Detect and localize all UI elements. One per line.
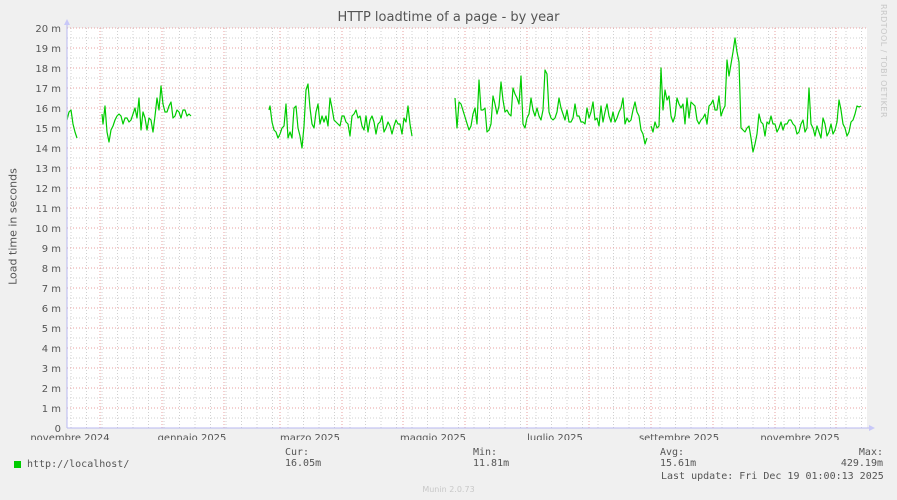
legend-avg: Avg: 15.61m xyxy=(660,447,696,469)
minor-grid xyxy=(67,28,867,428)
legend-series-label: http://localhost/ xyxy=(27,459,130,470)
y-tick-label: 5 m xyxy=(42,324,61,335)
avg-label: Avg: xyxy=(660,447,685,458)
y-tick-label: 4 m xyxy=(42,344,61,355)
series-segment xyxy=(268,83,413,149)
min-label: Min: xyxy=(473,447,498,458)
legend-max: Max: 429.19m xyxy=(841,447,883,469)
y-tick-label: 19 m xyxy=(35,44,61,55)
series-line-localhost xyxy=(66,37,862,153)
munin-version: Munin 2.0.73 xyxy=(422,485,475,494)
legend-cur: Cur: 16.05m xyxy=(285,447,321,469)
cur-label: Cur: xyxy=(285,447,310,458)
x-tick-label: settembre 2025 xyxy=(639,433,719,440)
series-segment xyxy=(650,37,862,153)
x-axis-ticks: novembre 2024 gennaio 2025 marzo 2025 maggi… xyxy=(30,433,839,440)
legend-series: http://localhost/ xyxy=(14,459,129,470)
y-tick-label: 9 m xyxy=(42,244,61,255)
y-tick-label: 7 m xyxy=(42,284,61,295)
y-tick-label: 20 m xyxy=(35,24,61,35)
x-tick-label: maggio 2025 xyxy=(400,433,466,440)
x-tick-label: luglio 2025 xyxy=(527,433,583,440)
x-tick-label: novembre 2025 xyxy=(760,433,839,440)
rrdtool-watermark: RRDTOOL / TOBI OETIKER xyxy=(879,4,888,119)
legend-min: Min: 11.81m xyxy=(473,447,509,469)
x-axis-arrow-icon xyxy=(869,425,875,431)
y-tick-label: 13 m xyxy=(35,164,61,175)
series-segment xyxy=(101,85,192,143)
cur-value: 16.05m xyxy=(285,458,322,469)
chart-title: HTTP loadtime of a page - by year xyxy=(337,10,560,25)
y-tick-label: 1 m xyxy=(42,404,61,415)
y-tick-label: 12 m xyxy=(35,184,61,195)
x-tick-label: marzo 2025 xyxy=(280,433,340,440)
y-tick-label: 11 m xyxy=(35,204,61,215)
y-axis-ticks: 0 1 m 2 m 3 m 4 m 5 m 6 m 7 m 8 m 9 m 10 m 11 m 12 m… xyxy=(35,24,61,435)
y-tick-label: 16 m xyxy=(35,104,61,115)
major-grid xyxy=(67,27,867,429)
avg-value: 15.61m xyxy=(660,458,697,469)
y-tick-label: 14 m xyxy=(35,144,61,155)
x-tick-label: novembre 2024 xyxy=(30,433,109,440)
min-value: 11.81m xyxy=(473,458,510,469)
y-tick-label: 15 m xyxy=(35,124,61,135)
max-label: Max: xyxy=(858,447,883,458)
y-tick-label: 18 m xyxy=(35,64,61,75)
series-segment xyxy=(454,69,648,145)
y-tick-label: 6 m xyxy=(42,304,61,315)
y-tick-label: 0 xyxy=(55,424,61,435)
last-update: Last update: Fri Dec 19 01:00:13 2025 xyxy=(661,471,884,482)
legend-swatch xyxy=(14,460,21,468)
y-tick-label: 10 m xyxy=(35,224,61,235)
plot-area: 0 1 m 2 m 3 m 4 m 5 m 6 m 7 m 8 m 9 m 10 m 11 m 12 m… xyxy=(30,19,875,440)
y-tick-label: 2 m xyxy=(42,384,61,395)
max-value: 429.19m xyxy=(840,458,883,469)
y-axis-arrow-icon xyxy=(64,19,70,25)
y-tick-label: 8 m xyxy=(42,264,61,275)
series-segment xyxy=(66,109,78,139)
y-tick-label: 17 m xyxy=(35,84,61,95)
y-tick-label: 3 m xyxy=(42,364,61,375)
x-tick-label: gennaio 2025 xyxy=(158,433,227,440)
